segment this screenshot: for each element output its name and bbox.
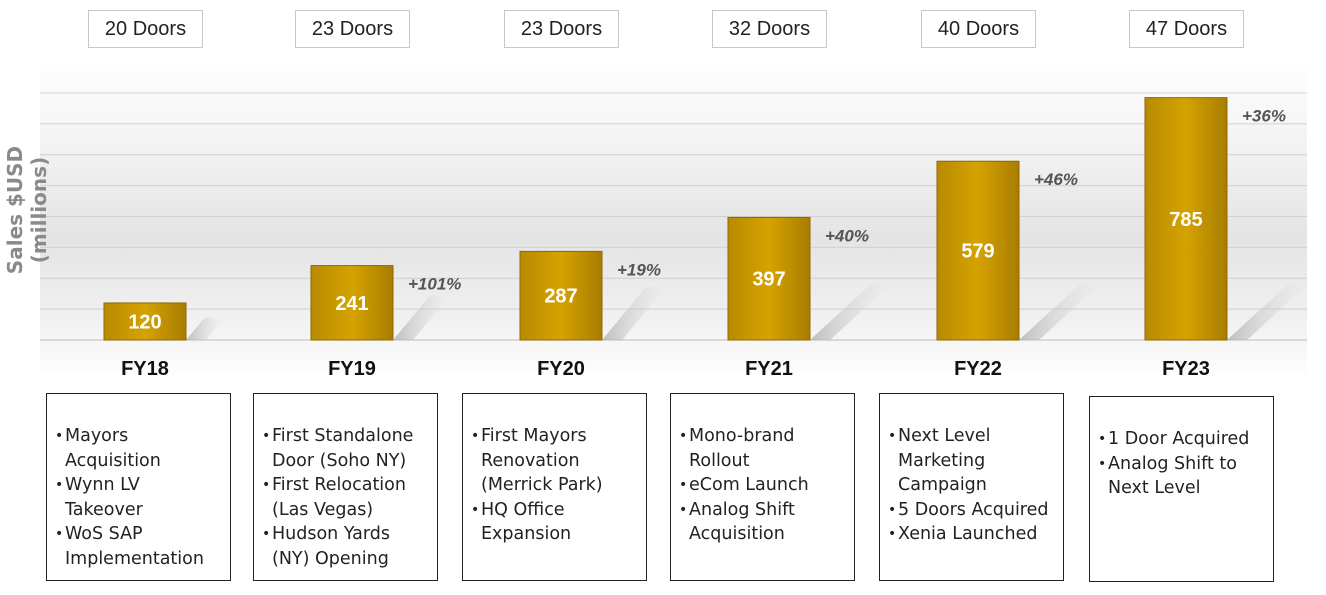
- milestone-box: Mono-brand RollouteCom LaunchAnalog Shif…: [670, 393, 855, 581]
- bar-fy20: [519, 250, 603, 341]
- x-tick-label: FY21: [745, 358, 793, 380]
- bar-fy23: [1144, 97, 1228, 341]
- bar-fy21: [727, 216, 811, 341]
- bar-fy22: [936, 160, 1020, 341]
- bar-shadow: [186, 317, 225, 340]
- x-tick-label: FY20: [537, 358, 585, 380]
- milestone-list: Mayors AcquisitionWynn LV TakeoverWoS SA…: [55, 424, 222, 572]
- bar-shadow: [1227, 285, 1307, 340]
- bars: 120 241 +101% 287 +19% 397 +40% 579 +46% 785 +36%: [103, 97, 1307, 341]
- bar-fy19: [310, 265, 394, 341]
- milestone-item: 1 Door Acquired: [1098, 427, 1265, 452]
- door-count-box: 47 Doors: [1129, 10, 1244, 48]
- milestone-item: Analog Shift Acquisition: [679, 498, 846, 547]
- milestone-box: Next Level Marketing Campaign5 Doors Acq…: [879, 393, 1064, 581]
- bar-shadow: [1019, 285, 1099, 340]
- door-count-box: 23 Doors: [295, 10, 410, 48]
- bar-shadow: [602, 286, 667, 340]
- door-count-box: 23 Doors: [504, 10, 619, 48]
- milestone-item: Next Level Marketing Campaign: [888, 424, 1055, 498]
- milestone-item: Hudson Yards (NY) Opening: [262, 522, 429, 571]
- gridlines: [40, 92, 1307, 341]
- milestone-item: Xenia Launched: [888, 522, 1055, 547]
- bar-value-label: 287: [544, 286, 577, 308]
- milestone-item: Analog Shift to Next Level: [1098, 452, 1265, 501]
- x-tick-label: FY22: [954, 358, 1002, 380]
- milestone-item: 5 Doors Acquired: [888, 498, 1055, 523]
- y-axis-label: Sales $USD (millions): [3, 145, 51, 275]
- milestone-item: WoS SAP Implementation: [55, 522, 222, 571]
- growth-label: +19%: [617, 260, 661, 279]
- milestone-list: First Mayors Renovation (Merrick Park)HQ…: [471, 424, 638, 547]
- growth-label: +46%: [1034, 170, 1078, 189]
- bar-fy18: [103, 302, 187, 341]
- growth-label: +101%: [408, 275, 461, 294]
- x-tick-label: FY19: [328, 358, 376, 380]
- milestone-list: 1 Door AcquiredAnalog Shift to Next Leve…: [1098, 427, 1265, 501]
- milestone-box: Mayors AcquisitionWynn LV TakeoverWoS SA…: [46, 393, 231, 581]
- milestone-box: First Mayors Renovation (Merrick Park)HQ…: [462, 393, 647, 581]
- door-count-box: 40 Doors: [921, 10, 1036, 48]
- door-count-box: 20 Doors: [88, 10, 203, 48]
- milestone-item: Mayors Acquisition: [55, 424, 222, 473]
- bar-value-label: 241: [335, 293, 368, 315]
- x-tick-label: FY18: [121, 358, 169, 380]
- milestone-list: Mono-brand RollouteCom LaunchAnalog Shif…: [679, 424, 846, 547]
- milestone-box: 1 Door AcquiredAnalog Shift to Next Leve…: [1089, 396, 1274, 582]
- milestone-item: First Mayors Renovation (Merrick Park): [471, 424, 638, 498]
- bar-value-label: 579: [961, 241, 994, 263]
- growth-label: +36%: [1242, 107, 1286, 126]
- bar-shadow: [810, 285, 890, 340]
- bar-value-label: 785: [1169, 209, 1202, 231]
- milestone-item: First Standalone Door (Soho NY): [262, 424, 429, 473]
- milestone-item: eCom Launch: [679, 473, 846, 498]
- bar-shadow: [393, 295, 451, 340]
- milestone-item: HQ Office Expansion: [471, 498, 638, 547]
- milestone-item: Mono-brand Rollout: [679, 424, 846, 473]
- bar-value-label: 397: [752, 269, 785, 291]
- milestone-box: First Standalone Door (Soho NY)First Rel…: [253, 393, 438, 581]
- milestone-list: First Standalone Door (Soho NY)First Rel…: [262, 424, 429, 572]
- milestone-item: First Relocation (Las Vegas): [262, 473, 429, 522]
- bar-value-label: 120: [128, 311, 161, 333]
- x-tick-label: FY23: [1162, 358, 1210, 380]
- growth-label: +40%: [825, 226, 869, 245]
- plot-background: [40, 62, 1307, 380]
- milestone-list: Next Level Marketing Campaign5 Doors Acq…: [888, 424, 1055, 547]
- door-count-box: 32 Doors: [712, 10, 827, 48]
- milestone-item: Wynn LV Takeover: [55, 473, 222, 522]
